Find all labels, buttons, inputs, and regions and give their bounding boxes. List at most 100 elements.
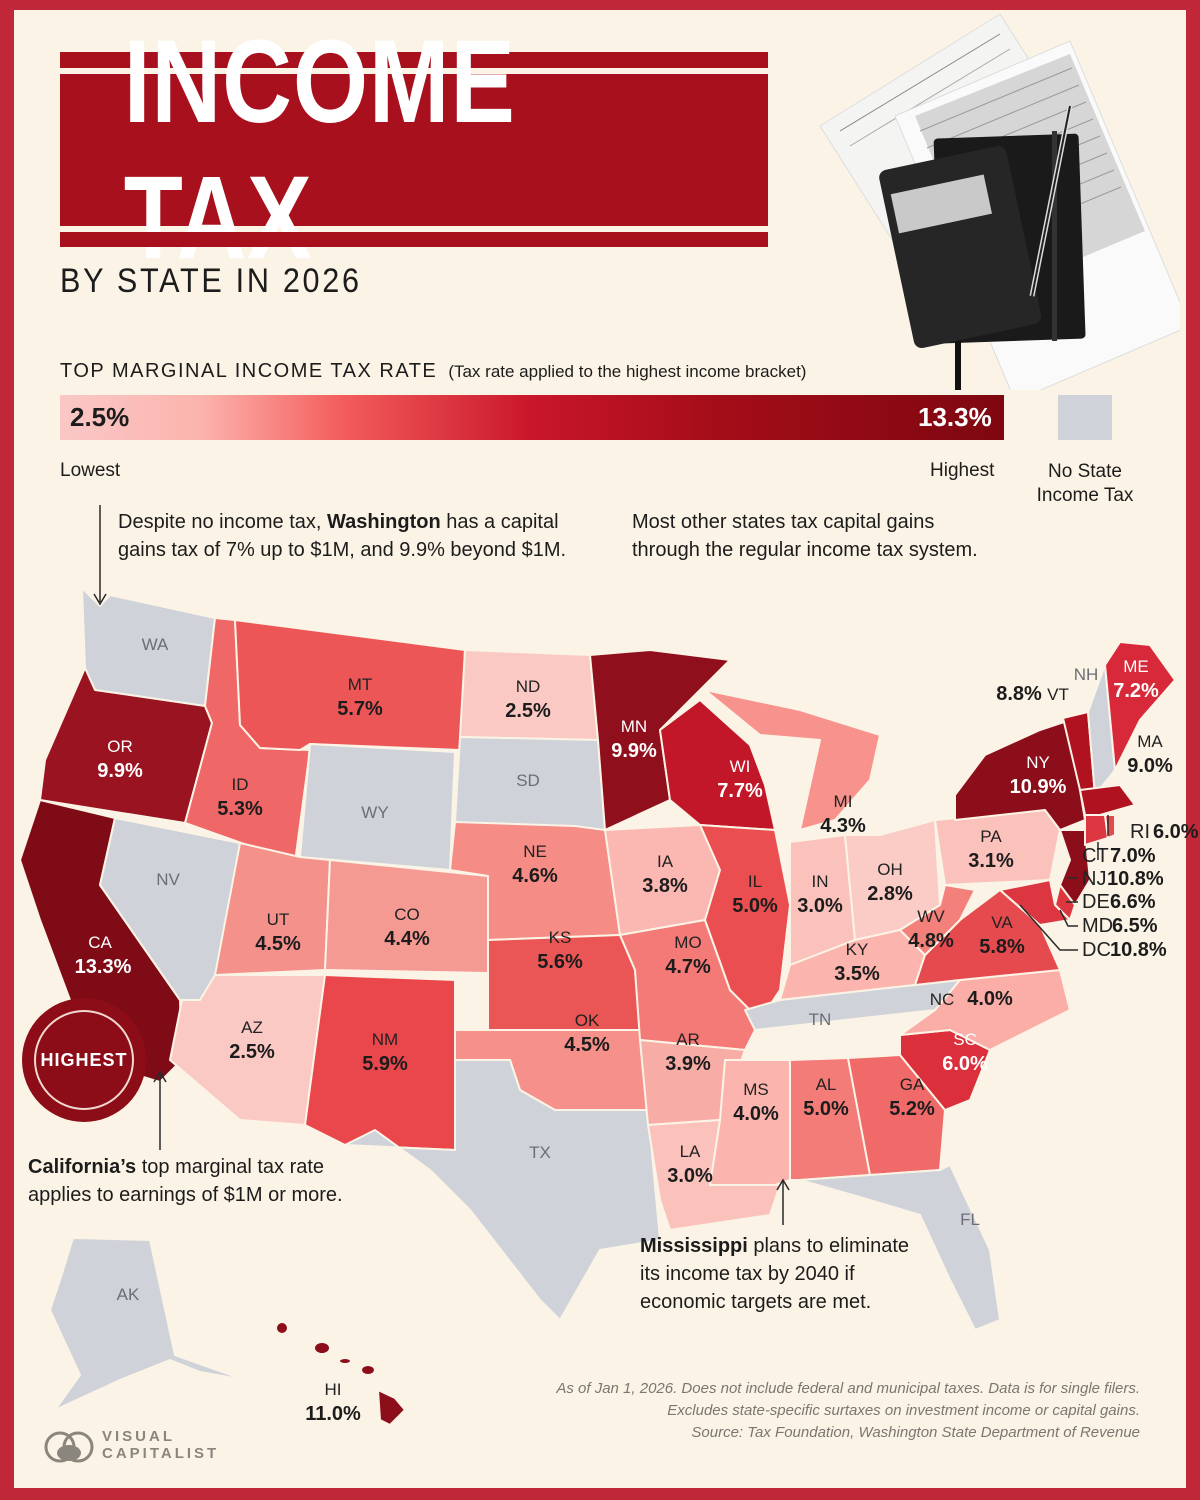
label-IA: IA — [657, 852, 674, 871]
label-NY: NY — [1026, 753, 1050, 772]
title-banner: INCOME TAX — [60, 16, 768, 284]
value-ME: 7.2% — [1113, 680, 1159, 702]
label-CA: CA — [88, 933, 112, 952]
value-DC: 10.8% — [1110, 939, 1167, 961]
label-PA: PA — [980, 827, 1002, 846]
label-AL: AL — [816, 1075, 837, 1094]
footer-notes: As of Jan 1, 2026. Does not include fede… — [556, 1378, 1140, 1444]
value-NC: 4.0% — [967, 988, 1013, 1010]
value-VA: 5.8% — [979, 936, 1025, 958]
label-AZ: AZ — [241, 1018, 263, 1037]
label-WV: WV — [917, 907, 945, 926]
value-IN: 3.0% — [797, 895, 843, 917]
value-NM: 5.9% — [362, 1053, 408, 1075]
value-WV: 4.8% — [908, 930, 954, 952]
label-ME: ME — [1123, 657, 1149, 676]
ca-note-post: top marginal tax rate — [136, 1156, 325, 1178]
value-LA: 3.0% — [667, 1165, 713, 1187]
label-OH: OH — [877, 860, 903, 879]
value-VT: 8.8% — [996, 683, 1042, 705]
label-LA: LA — [680, 1142, 701, 1161]
label-SC: SC — [953, 1030, 977, 1049]
label-NE: NE — [523, 842, 547, 861]
label-HI: HI — [325, 1380, 342, 1399]
state-GA[interactable] — [847, 1054, 946, 1176]
brand-line1: VISUAL — [102, 1428, 176, 1445]
value-NE: 4.6% — [512, 865, 558, 887]
color-scale-gradient — [60, 395, 1004, 440]
label-MA: MA — [1137, 732, 1163, 751]
mississippi-note: Mississippi plans to eliminate its incom… — [640, 1232, 980, 1316]
wa-note-pre: Despite no income tax, — [118, 511, 327, 533]
value-OR: 9.9% — [97, 760, 143, 782]
value-ND: 2.5% — [505, 700, 551, 722]
label-KY: KY — [846, 940, 869, 959]
state-KS[interactable] — [487, 934, 641, 1031]
value-CO: 4.4% — [384, 928, 430, 950]
value-CA: 13.3% — [75, 956, 132, 978]
label-GA: GA — [900, 1075, 925, 1094]
calculator-icon — [879, 145, 1042, 349]
value-AR: 3.9% — [665, 1053, 711, 1075]
scale-highest-label: Highest — [930, 460, 995, 481]
value-DE: 6.6% — [1110, 891, 1156, 913]
label-NV: NV — [156, 870, 180, 889]
label-WI: WI — [730, 757, 751, 776]
state-WI[interactable] — [659, 699, 776, 831]
value-MT: 5.7% — [337, 698, 383, 720]
state-PA[interactable] — [934, 809, 1061, 886]
label-ID: ID — [232, 775, 249, 794]
label-VA: VA — [991, 913, 1013, 932]
ms-note-post: plans to eliminate — [747, 1235, 910, 1257]
ca-note-bold: California’s — [28, 1156, 137, 1178]
label-TX: TX — [529, 1143, 551, 1162]
no-tax-label: No State Income Tax — [1030, 460, 1140, 508]
label-CO: CO — [394, 905, 420, 924]
legend-title-text: TOP MARGINAL INCOME TAX RATE — [60, 360, 438, 382]
banner-top-stripe — [60, 52, 768, 68]
label-MI: MI — [834, 792, 853, 811]
label-WA: WA — [142, 635, 169, 654]
leader-lines — [1019, 815, 1109, 951]
state-HI[interactable] — [275, 1321, 406, 1426]
value-MN: 9.9% — [611, 740, 657, 762]
label-VT: VT — [1047, 685, 1069, 704]
ca-note-line2: applies to earnings of $1M or more. — [28, 1184, 343, 1206]
highest-seal-badge: HIGHEST — [22, 998, 146, 1122]
annotation-arrows — [93, 505, 790, 1225]
value-MD: 6.5% — [1112, 915, 1158, 937]
label-RI: RI — [1130, 821, 1150, 843]
value-OK: 4.5% — [564, 1034, 610, 1056]
legend-title: TOP MARGINAL INCOME TAX RATE (Tax rate a… — [60, 360, 806, 383]
page-subtitle: BY STATE IN 2026 — [60, 262, 362, 300]
state-AK[interactable] — [49, 1237, 246, 1411]
value-OH: 2.8% — [867, 883, 913, 905]
state-NY[interactable] — [954, 719, 1086, 831]
value-NY: 10.9% — [1010, 776, 1067, 798]
label-OK: OK — [575, 1011, 600, 1030]
state-FL[interactable] — [799, 1164, 1001, 1331]
label-CT: CT — [1082, 845, 1109, 867]
ms-note-line2: its income tax by 2040 if — [640, 1263, 855, 1285]
wa-note-line2: gains tax of 7% up to $1M, and 9.9% beyo… — [118, 539, 567, 561]
value-AL: 5.0% — [803, 1098, 849, 1120]
value-MI: 4.3% — [820, 815, 866, 837]
state-ME[interactable] — [1104, 641, 1176, 771]
label-TN: TN — [809, 1010, 832, 1029]
state-TX[interactable] — [344, 1059, 661, 1321]
other-note-line1: Most other states tax capital gains — [632, 511, 935, 533]
label-AR: AR — [676, 1030, 700, 1049]
state-MI[interactable] — [704, 689, 881, 831]
banner-main: INCOME TAX — [60, 16, 768, 284]
value-NJ: 10.8% — [1107, 868, 1164, 890]
label-NJ: NJ — [1082, 868, 1106, 890]
value-KS: 5.6% — [537, 951, 583, 973]
label-NC: NC — [930, 990, 955, 1009]
state-MA[interactable] — [1079, 784, 1136, 816]
pencil-icon — [1029, 105, 1073, 297]
label-OR: OR — [107, 737, 133, 756]
wa-note-bold: Washington — [327, 511, 441, 533]
binoculars-logo-icon — [44, 1431, 94, 1463]
state-CT[interactable] — [1084, 814, 1109, 846]
